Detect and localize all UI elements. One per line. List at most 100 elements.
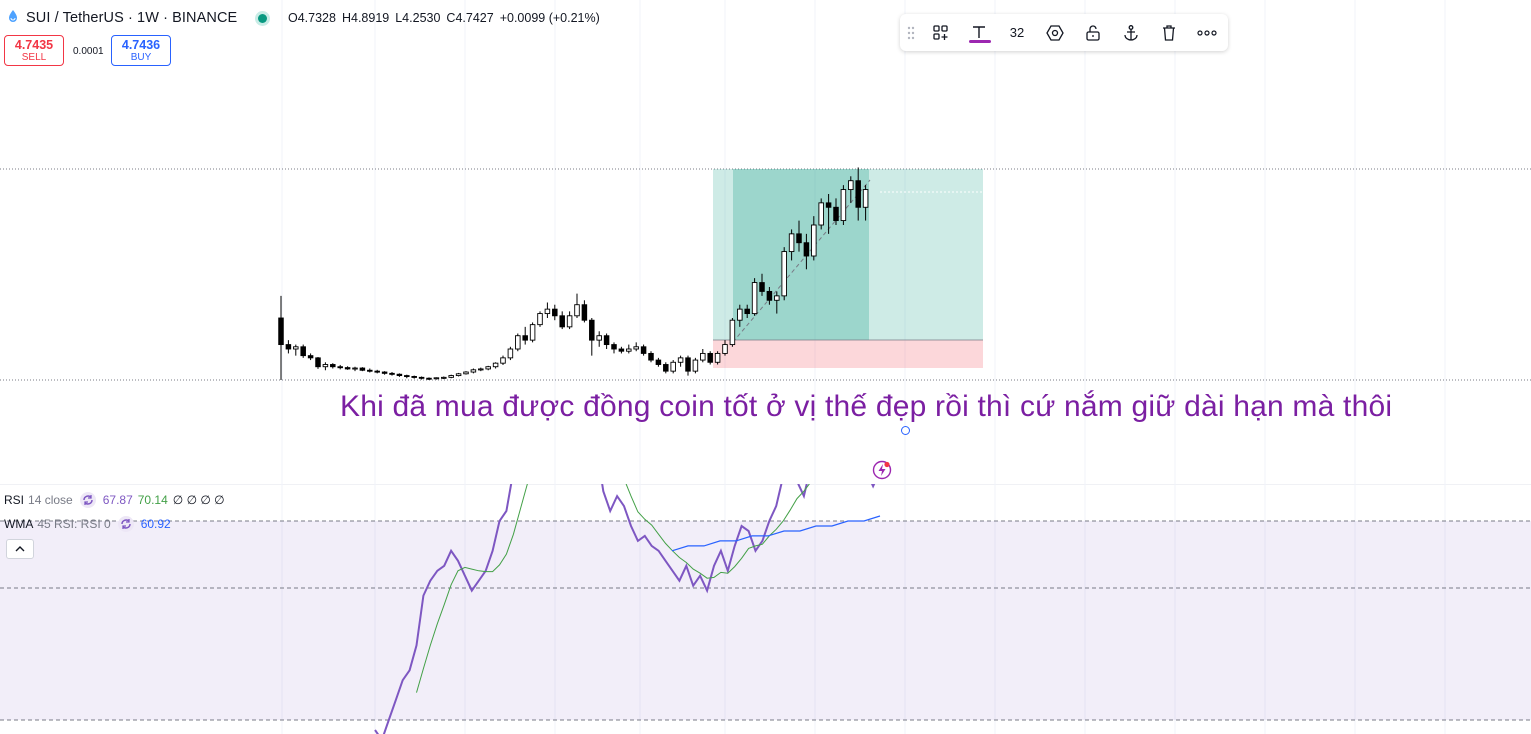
market-status-dot[interactable] — [258, 14, 267, 23]
candle — [404, 374, 410, 379]
candle — [418, 376, 425, 380]
rsi-params: 14 close — [28, 493, 73, 507]
candle — [737, 304, 743, 327]
drawing-toolbar: 32 — [900, 14, 1228, 51]
candle — [574, 293, 580, 318]
candle — [500, 355, 506, 365]
candle — [515, 333, 521, 352]
candle — [330, 363, 336, 369]
ohlc-close: C4.7427 — [446, 11, 494, 25]
template-icon[interactable] — [922, 14, 960, 51]
candle — [581, 300, 588, 323]
ohlc-low: L4.2530 — [395, 11, 441, 25]
candle — [833, 198, 839, 225]
sell-price: 4.7435 — [14, 38, 54, 52]
candle — [278, 295, 284, 380]
candle — [455, 372, 462, 377]
wma-name: WMA — [4, 517, 34, 531]
candle — [596, 331, 602, 347]
candle — [788, 229, 795, 261]
candle — [774, 291, 780, 314]
candle — [537, 311, 543, 327]
candle — [374, 369, 380, 374]
rsi-ma-value: 70.14 — [137, 493, 168, 507]
candle — [322, 362, 329, 371]
candle — [470, 368, 477, 374]
symbol-logo-icon — [6, 9, 20, 23]
grip-icon[interactable] — [900, 14, 922, 51]
wma-line — [671, 515, 881, 552]
candle — [441, 376, 447, 380]
candle — [463, 371, 469, 375]
candle — [714, 351, 721, 365]
candle — [426, 377, 432, 380]
buy-label: BUY — [130, 52, 152, 63]
rsi-legend[interactable]: RSI 14 close 67.87 70.14 ∅ ∅ ∅ ∅ — [4, 491, 225, 509]
candlestick-series — [278, 167, 869, 380]
unlock-icon[interactable] — [1074, 14, 1112, 51]
candle — [559, 311, 565, 330]
candle — [722, 340, 728, 356]
wma-legend[interactable]: WMA 45 RSI: RSI 0 60.92 — [4, 515, 171, 533]
candle — [367, 368, 373, 373]
candle — [529, 322, 536, 343]
candle — [492, 362, 499, 369]
candle — [522, 326, 528, 345]
candle — [307, 353, 314, 361]
candle — [396, 373, 403, 377]
loading-icon[interactable] — [117, 515, 135, 533]
candle — [781, 247, 787, 301]
candle — [803, 233, 810, 270]
price-chart[interactable] — [0, 0, 1531, 484]
chevron-up-icon — [15, 546, 25, 552]
candle — [478, 367, 484, 372]
candle — [707, 351, 713, 365]
chart-text-annotation[interactable]: Khi đã mua được đồng coin tốt ở vị thế đ… — [340, 390, 1393, 423]
sell-button[interactable]: 4.7435 SELL — [4, 35, 64, 66]
candle — [618, 346, 625, 354]
ohlc-values: O4.7328 H4.8919 L4.2530 C4.7427 +0.0099 (+0.… — [288, 11, 606, 25]
ohlc-open: O4.7328 — [288, 11, 336, 25]
candle — [293, 344, 299, 356]
candle — [700, 349, 706, 363]
candle — [411, 375, 417, 379]
candle — [655, 357, 662, 367]
candle — [796, 220, 802, 252]
collapse-legend-button[interactable] — [6, 539, 34, 559]
candle — [448, 374, 454, 379]
settings-icon[interactable] — [1036, 14, 1074, 51]
candle — [811, 216, 817, 261]
text-color-icon[interactable] — [960, 14, 998, 51]
loading-icon[interactable] — [79, 491, 97, 509]
candle — [300, 344, 306, 358]
text-color-swatch — [969, 40, 991, 43]
rsi-name: RSI — [4, 493, 25, 507]
candle — [840, 185, 847, 225]
rsi-series — [374, 484, 881, 734]
lightning-icon[interactable] — [872, 460, 892, 480]
buy-button[interactable]: 4.7436 BUY — [111, 35, 171, 66]
more-icon[interactable] — [1188, 14, 1226, 51]
font-size-value: 32 — [1009, 25, 1025, 40]
rsi-line — [374, 484, 876, 734]
candle — [352, 366, 358, 372]
long-position-tool[interactable] — [713, 169, 983, 368]
rsi-pane[interactable] — [0, 484, 1531, 734]
annotation-anchor-handle[interactable] — [901, 426, 910, 435]
candle — [611, 342, 617, 354]
candle — [485, 365, 491, 371]
candle — [818, 198, 824, 230]
candle — [507, 346, 514, 361]
symbol-title[interactable]: SUI / TetherUS · 1W · BINANCE — [26, 10, 238, 26]
candle — [626, 344, 632, 354]
candle — [344, 366, 351, 370]
font-size-selector[interactable]: 32 — [998, 14, 1036, 51]
anchor-icon[interactable] — [1112, 14, 1150, 51]
candle — [433, 377, 440, 380]
wma-value: 60.92 — [140, 517, 171, 531]
trash-icon[interactable] — [1150, 14, 1188, 51]
candle — [648, 351, 654, 363]
rsi-value: 67.87 — [102, 493, 133, 507]
candle — [640, 344, 647, 356]
candle — [855, 167, 861, 221]
